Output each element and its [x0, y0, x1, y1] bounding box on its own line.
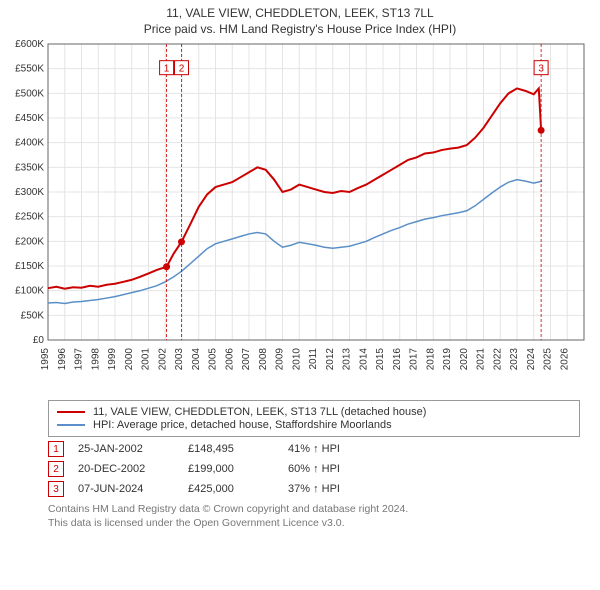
svg-text:1996: 1996: [57, 348, 68, 371]
note-row: 2 20-DEC-2002£199,00060% ↑ HPI: [48, 461, 580, 477]
svg-text:£600K: £600K: [15, 39, 44, 50]
chart-title-sub: Price paid vs. HM Land Registry's House …: [0, 22, 600, 36]
chart-title-address: 11, VALE VIEW, CHEDDLETON, LEEK, ST13 7L…: [0, 6, 600, 20]
svg-text:2018: 2018: [425, 348, 436, 371]
note-pct: 60% ↑ HPI: [288, 463, 408, 475]
marker-notes: 1 25-JAN-2002£148,49541% ↑ HPI 2 20-DEC-200…: [48, 441, 580, 497]
svg-text:1999: 1999: [107, 348, 118, 371]
legend: 11, VALE VIEW, CHEDDLETON, LEEK, ST13 7L…: [48, 400, 580, 437]
note-marker: 2: [48, 461, 64, 477]
price-chart: £0 £50K £100K £150K £200K £250K £300K £350K £400…: [0, 36, 600, 396]
license-line: This data is licensed under the Open Gov…: [48, 517, 580, 531]
svg-text:£150K: £150K: [15, 261, 44, 272]
legend-label: 11, VALE VIEW, CHEDDLETON, LEEK, ST13 7L…: [93, 406, 426, 418]
svg-text:1998: 1998: [90, 348, 101, 371]
svg-text:2013: 2013: [342, 348, 353, 371]
note-row: 3 07-JUN-2024£425,00037% ↑ HPI: [48, 481, 580, 497]
svg-text:£200K: £200K: [15, 236, 44, 247]
svg-text:£400K: £400K: [15, 138, 44, 149]
svg-text:2025: 2025: [543, 348, 554, 371]
license-text: Contains HM Land Registry data © Crown c…: [48, 503, 580, 530]
svg-text:2024: 2024: [526, 348, 537, 371]
svg-text:2003: 2003: [174, 348, 185, 371]
svg-text:2016: 2016: [392, 348, 403, 371]
svg-text:1: 1: [164, 64, 170, 75]
svg-text:2010: 2010: [291, 348, 302, 371]
license-line: Contains HM Land Registry data © Crown c…: [48, 503, 580, 517]
svg-text:1995: 1995: [40, 348, 51, 371]
svg-text:£500K: £500K: [15, 88, 44, 99]
svg-text:2012: 2012: [325, 348, 336, 371]
svg-text:2001: 2001: [141, 348, 152, 371]
note-date: 07-JUN-2024: [78, 483, 188, 495]
svg-text:2009: 2009: [275, 348, 286, 371]
legend-swatch: [57, 411, 85, 413]
note-date: 20-DEC-2002: [78, 463, 188, 475]
note-pct: 41% ↑ HPI: [288, 443, 408, 455]
legend-swatch: [57, 424, 85, 426]
note-date: 25-JAN-2002: [78, 443, 188, 455]
svg-text:2019: 2019: [442, 348, 453, 371]
svg-text:2011: 2011: [308, 348, 319, 370]
svg-text:£450K: £450K: [15, 113, 44, 124]
svg-text:2022: 2022: [492, 348, 503, 371]
svg-text:2007: 2007: [241, 348, 252, 371]
note-price: £199,000: [188, 463, 288, 475]
svg-text:2004: 2004: [191, 348, 202, 371]
svg-text:£300K: £300K: [15, 187, 44, 198]
svg-text:2: 2: [179, 64, 185, 75]
note-pct: 37% ↑ HPI: [288, 483, 408, 495]
legend-row: HPI: Average price, detached house, Staf…: [57, 419, 571, 431]
svg-text:2008: 2008: [258, 348, 269, 371]
svg-text:£250K: £250K: [15, 212, 44, 223]
svg-text:2026: 2026: [559, 348, 570, 371]
svg-text:1997: 1997: [74, 348, 85, 371]
svg-text:2014: 2014: [358, 348, 369, 371]
svg-text:2017: 2017: [409, 348, 420, 371]
svg-text:2015: 2015: [375, 348, 386, 371]
legend-label: HPI: Average price, detached house, Staf…: [93, 419, 392, 431]
svg-text:2006: 2006: [224, 348, 235, 371]
note-marker: 1: [48, 441, 64, 457]
svg-text:2005: 2005: [208, 348, 219, 371]
svg-text:£100K: £100K: [15, 286, 44, 297]
svg-text:3: 3: [538, 64, 544, 75]
svg-text:£0: £0: [33, 335, 45, 346]
note-price: £148,495: [188, 443, 288, 455]
svg-text:£50K: £50K: [21, 310, 45, 321]
svg-text:2023: 2023: [509, 348, 520, 371]
svg-text:£350K: £350K: [15, 162, 44, 173]
svg-text:2000: 2000: [124, 348, 135, 371]
note-price: £425,000: [188, 483, 288, 495]
svg-text:£550K: £550K: [15, 64, 44, 75]
svg-text:2002: 2002: [157, 348, 168, 371]
note-marker: 3: [48, 481, 64, 497]
svg-text:2021: 2021: [476, 348, 487, 371]
legend-row: 11, VALE VIEW, CHEDDLETON, LEEK, ST13 7L…: [57, 406, 571, 418]
svg-text:2020: 2020: [459, 348, 470, 371]
note-row: 1 25-JAN-2002£148,49541% ↑ HPI: [48, 441, 580, 457]
